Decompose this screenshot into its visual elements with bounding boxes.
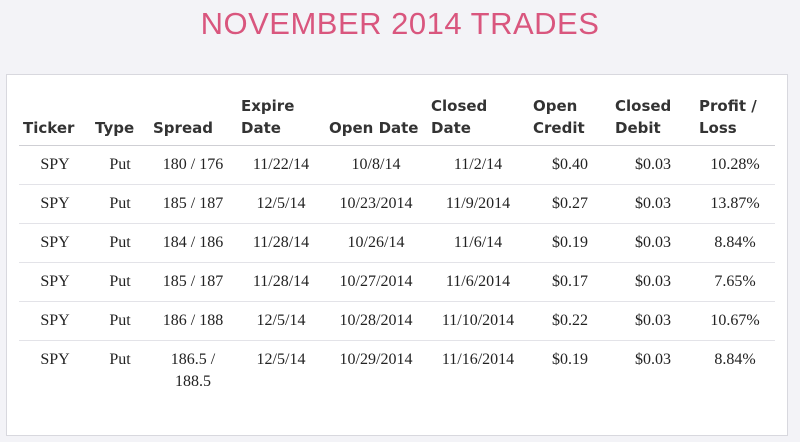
cell-open-date: 10/26/14 — [325, 223, 427, 263]
header-open-credit: Open Credit — [529, 95, 611, 146]
cell-ticker: SPY — [19, 184, 91, 224]
cell-type: Put — [109, 351, 131, 368]
cell-closed-debit: $0.03 — [611, 184, 695, 224]
cell-closed-debit: $0.03 — [611, 145, 695, 185]
cell-spread: 184 / 186 — [149, 223, 237, 263]
cell-profit-loss: 8.84% — [714, 351, 756, 368]
table-row: SPY Put 180 / 176 11/22/14 10/8/14 11/2/… — [19, 145, 775, 185]
cell-open-credit: $0.27 — [529, 184, 611, 224]
cell-expire-date: 11/22/14 — [237, 145, 325, 185]
trades-table: Ticker Type Spread Expire Date Open Date… — [19, 95, 775, 401]
cell-closed-debit: $0.03 — [611, 301, 695, 341]
cell-spread: 185 / 187 — [149, 262, 237, 302]
header-open-date: Open Date — [325, 95, 427, 146]
cell-closed-date: 11/9/2014 — [427, 184, 529, 224]
table-row: SPY Put 186 / 188 12/5/14 10/28/2014 11/… — [19, 301, 775, 341]
cell-ticker: SPY — [19, 262, 91, 302]
cell-closed-debit: $0.03 — [611, 262, 695, 302]
cell-expire-date: 12/5/14 — [237, 301, 325, 341]
table-row: SPY Put 185 / 187 12/5/14 10/23/2014 11/… — [19, 184, 775, 224]
table-row: SPY Put 184 / 186 11/28/14 10/26/14 11/6… — [19, 223, 775, 263]
cell-type: Put — [91, 301, 149, 341]
header-type: Type — [91, 95, 149, 146]
cell-closed-debit: $0.03 — [635, 351, 671, 368]
header-closed-date: Closed Date — [427, 95, 529, 146]
cell-open-date: 10/23/2014 — [325, 184, 427, 224]
cell-expire-date: 11/28/14 — [237, 262, 325, 302]
cell-open-credit: $0.19 — [552, 351, 588, 368]
cell-type: Put — [91, 145, 149, 185]
cell-spread: 186.5 / 188.5 — [170, 351, 216, 390]
header-expire-date: Expire Date — [237, 95, 325, 146]
cell-spread: 185 / 187 — [149, 184, 237, 224]
cell-profit-loss: 13.87% — [695, 184, 775, 224]
header-ticker: Ticker — [19, 95, 91, 146]
header-profit-loss: Profit / Loss — [695, 95, 775, 146]
table-row: SPY Put 186.5 / 188.5 12/5/14 10/29/2014… — [19, 341, 775, 402]
cell-type: Put — [91, 223, 149, 263]
header-row: Ticker Type Spread Expire Date Open Date… — [19, 95, 775, 146]
cell-closed-date: 11/2/14 — [427, 145, 529, 185]
cell-expire-date: 12/5/14 — [237, 184, 325, 224]
cell-open-date: 10/28/2014 — [325, 301, 427, 341]
page-title: NOVEMBER 2014 TRADES — [200, 6, 600, 41]
cell-open-credit: $0.17 — [529, 262, 611, 302]
table-row: SPY Put 185 / 187 11/28/14 10/27/2014 11… — [19, 262, 775, 302]
cell-expire-date: 12/5/14 — [256, 351, 306, 368]
cell-closed-date: 11/16/2014 — [441, 351, 515, 368]
cell-profit-loss: 10.67% — [695, 301, 775, 341]
cell-open-credit: $0.40 — [529, 145, 611, 185]
cell-open-credit: $0.19 — [529, 223, 611, 263]
cell-open-date: 10/27/2014 — [325, 262, 427, 302]
header-closed-debit: Closed Debit — [611, 95, 695, 146]
cell-open-date: 10/29/2014 — [339, 351, 413, 368]
cell-spread: 180 / 176 — [149, 145, 237, 185]
header-spread: Spread — [149, 95, 237, 146]
cell-type: Put — [91, 184, 149, 224]
cell-open-credit: $0.22 — [529, 301, 611, 341]
cell-ticker: SPY — [40, 351, 70, 368]
cell-closed-debit: $0.03 — [611, 223, 695, 263]
cell-profit-loss: 10.28% — [695, 145, 775, 185]
cell-ticker: SPY — [19, 301, 91, 341]
cell-ticker: SPY — [19, 223, 91, 263]
cell-closed-date: 11/6/14 — [427, 223, 529, 263]
cell-profit-loss: 7.65% — [695, 262, 775, 302]
cell-profit-loss: 8.84% — [695, 223, 775, 263]
cell-open-date: 10/8/14 — [325, 145, 427, 185]
cell-expire-date: 11/28/14 — [237, 223, 325, 263]
trades-panel: Ticker Type Spread Expire Date Open Date… — [6, 74, 788, 436]
cell-closed-date: 11/10/2014 — [427, 301, 529, 341]
cell-type: Put — [91, 262, 149, 302]
cell-closed-date: 11/6/2014 — [427, 262, 529, 302]
cell-ticker: SPY — [19, 145, 91, 185]
cell-spread: 186 / 188 — [149, 301, 237, 341]
